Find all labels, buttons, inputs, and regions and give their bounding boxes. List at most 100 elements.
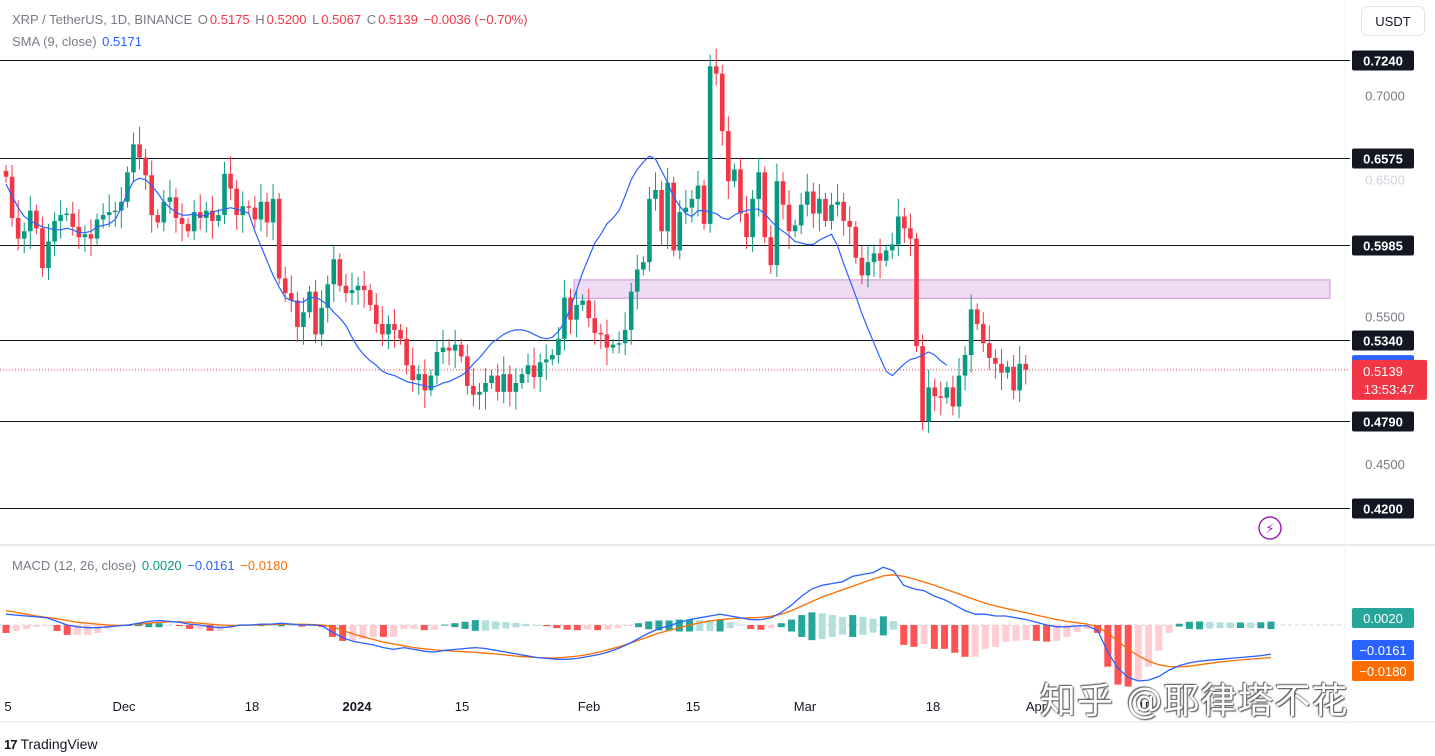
macd-histogram-bar [1012,625,1020,641]
macd-legend[interactable]: MACD (12, 26, close) 0.0020 −0.0161 −0.0… [12,558,290,573]
macd-histogram-bar [175,625,183,627]
candle-body [817,198,822,214]
macd-histogram-bar [206,625,214,631]
candle-body [228,173,233,189]
grid-layer [0,0,1435,723]
candle-body [70,213,76,227]
time-tick: 15 [1138,699,1152,714]
candle-body [252,207,258,220]
time-tick: 18 [926,699,940,714]
macd-histogram-bar [400,625,408,629]
candle-body [21,231,27,239]
candle-body [1023,363,1029,370]
macd-histogram-bar [869,618,877,633]
candle-body [246,206,252,208]
sma-legend[interactable]: SMA (9, close) 0.5171 [12,34,144,49]
tradingview-branding[interactable]: 17 TradingView [4,736,98,752]
candle-body [550,354,555,360]
macd-signal-line [5,574,1272,668]
open-label: O [197,12,208,27]
level-label: 0.4790 [1363,415,1403,430]
level-label: 0.6575 [1363,152,1403,167]
macd-histogram-bar [512,622,520,628]
macd-histogram-bar [522,623,530,627]
level-label-bg [1352,235,1414,256]
macd-histogram-bar [594,625,602,631]
candle-body [580,300,585,305]
macd-histogram-bar [379,625,387,637]
candle-body [610,344,616,348]
macd-histogram-bar [430,625,438,630]
candle-body [889,244,895,251]
change-value: −0.0036 (−0.70%) [423,12,528,27]
candle-body [58,215,63,221]
candle-body [40,228,45,269]
candle-body [762,172,768,238]
candle-body [410,365,415,381]
macd-histogram-bar [951,625,959,653]
candle-body [895,216,901,245]
candle-body [574,304,579,320]
macd-histogram-bar [1247,622,1255,629]
candle-body [325,284,331,308]
macd-histogram-bar [1216,622,1224,629]
candle-body [732,169,737,182]
candle-body [883,250,889,261]
candle-body [902,216,907,229]
currency-button[interactable]: USDT [1361,6,1425,36]
price-axis-layer: 0.7240 0.6575 0.5985 0.5340 0.4790 0.4200 0.70… [1258,50,1427,540]
symbol-legend: XRP / TetherUS, 1D, BINANCE O 0.5175 H 0.5… [12,12,530,27]
macd-histogram-bar [635,623,642,628]
candle-body [647,198,652,263]
candle-body [598,332,604,335]
macd-histogram-bar [624,625,632,626]
macd-histogram-bar [798,615,806,637]
candle-body [477,391,482,395]
macd-histogram-bar [553,625,561,629]
macd-histogram-bar [961,625,969,657]
candle-body [234,188,239,216]
candle-body [458,344,464,357]
candle-body [847,220,853,227]
macd-histogram-bar [63,625,71,635]
candle-body [543,359,549,363]
macd-layer: 0.0020 −0.0161 −0.0180 [0,566,1414,687]
macd-histogram-bar [583,625,591,630]
candle-body [422,374,428,391]
price-tick: 0.7000 [1365,89,1405,104]
candle-body [483,382,488,392]
candle-body [556,338,561,355]
macd-histogram-bar [33,625,41,627]
candle-body [525,365,531,375]
macd-histogram-bar [930,625,938,649]
candle-body [987,343,992,358]
macd-histogram-bar [808,612,816,641]
macd-histogram-bar [696,619,704,632]
candle-body [811,191,816,214]
candle-body [155,215,161,223]
time-tick: 15 [455,699,469,714]
time-axis-layer: 5 Dec 18 2024 15 Feb 15 Mar 18 Apr 15 [4,699,1152,714]
symbol-name[interactable]: XRP / TetherUS, 1D, BINANCE [12,12,193,27]
candle-body [216,215,221,221]
macd-histogram-bar [655,620,663,631]
macd-histogram-bar [359,625,367,639]
candle-body [628,291,634,330]
candle-body [392,324,397,330]
candle-body [416,374,422,381]
macd-histogram-bar [22,625,30,629]
candle-body [695,185,701,199]
candle-body [46,241,51,269]
candle-body [161,201,167,223]
candle-body [131,144,136,173]
candle-body [944,387,950,398]
candle-body [653,190,658,199]
macd-histogram-bar [1236,622,1244,629]
open-value: 0.5175 [209,12,250,27]
macd-axis-label-bg [1352,640,1414,660]
macd-histogram-bar [604,625,612,630]
macd-histogram-bar [339,625,347,641]
macd-histogram-bar [461,621,469,629]
time-tick: Feb [578,699,600,714]
